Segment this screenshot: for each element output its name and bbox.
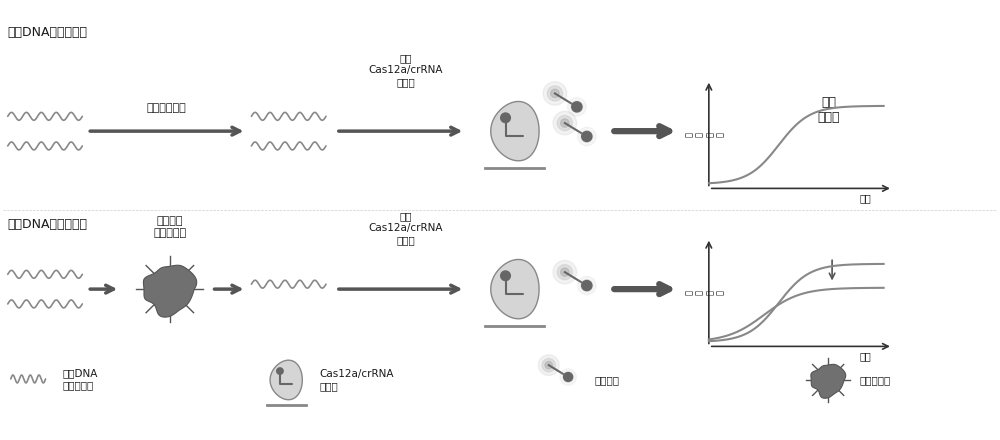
- Text: 没有小分子时: 没有小分子时: [147, 103, 187, 114]
- Text: 加入
Cas12a/crRNA
复合物: 加入 Cas12a/crRNA 复合物: [368, 212, 443, 245]
- Polygon shape: [811, 364, 846, 398]
- Text: 荧
光
信
号: 荧 光 信 号: [685, 290, 725, 294]
- Text: 时间: 时间: [859, 351, 871, 361]
- Circle shape: [547, 86, 563, 101]
- Polygon shape: [270, 360, 302, 400]
- Circle shape: [578, 276, 596, 295]
- Circle shape: [561, 268, 569, 276]
- Circle shape: [553, 260, 577, 284]
- Text: 荧光探针: 荧光探针: [594, 375, 619, 385]
- Text: 单链DNA核酸适配体: 单链DNA核酸适配体: [8, 26, 88, 39]
- Circle shape: [557, 115, 572, 131]
- Circle shape: [560, 369, 576, 385]
- Circle shape: [538, 355, 559, 375]
- Circle shape: [563, 372, 573, 382]
- Circle shape: [545, 361, 552, 369]
- Circle shape: [543, 82, 567, 105]
- Circle shape: [578, 127, 596, 146]
- Circle shape: [581, 280, 593, 291]
- Text: 小分子与
适配体结合: 小分子与 适配体结合: [153, 216, 186, 238]
- Polygon shape: [143, 265, 197, 317]
- Circle shape: [582, 281, 592, 290]
- Circle shape: [572, 102, 582, 112]
- Circle shape: [581, 131, 593, 143]
- Circle shape: [501, 113, 510, 123]
- Circle shape: [277, 368, 283, 374]
- Text: 加入
Cas12a/crRNA
复合物: 加入 Cas12a/crRNA 复合物: [368, 54, 443, 87]
- Text: 时间: 时间: [859, 193, 871, 203]
- Circle shape: [551, 89, 559, 98]
- Text: 单链DNA
核酸适配体: 单链DNA 核酸适配体: [62, 368, 98, 390]
- Circle shape: [564, 373, 573, 381]
- Text: 单链DNA核酸适配体: 单链DNA核酸适配体: [8, 218, 88, 231]
- Circle shape: [571, 101, 583, 113]
- Circle shape: [582, 132, 592, 142]
- Polygon shape: [491, 260, 539, 319]
- Circle shape: [553, 111, 577, 135]
- Circle shape: [568, 98, 586, 116]
- Circle shape: [557, 264, 572, 280]
- Text: Cas12a/crRNA
复合物: Cas12a/crRNA 复合物: [319, 369, 394, 391]
- Text: 靶标小分子: 靶标小分子: [860, 375, 891, 385]
- Circle shape: [501, 271, 510, 281]
- Circle shape: [542, 359, 555, 372]
- Polygon shape: [491, 102, 539, 161]
- Circle shape: [561, 119, 569, 127]
- Text: 阳性
对照组: 阳性 对照组: [817, 96, 840, 124]
- Text: 荧
光
信
号: 荧 光 信 号: [685, 132, 725, 136]
